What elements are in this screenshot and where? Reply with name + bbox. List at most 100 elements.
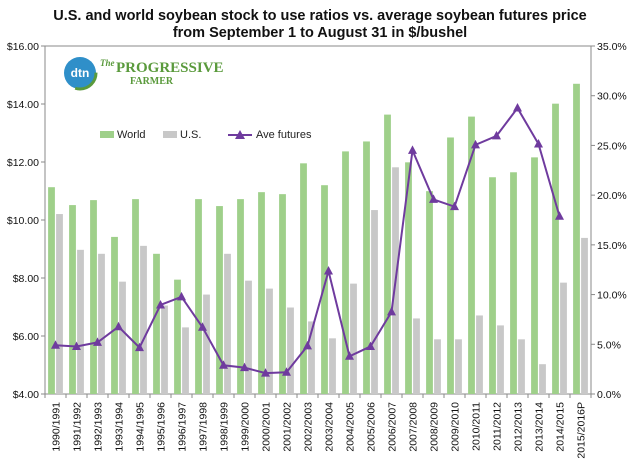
bar-us [287, 307, 294, 394]
right-axis-tick-label: 35.0% [597, 41, 627, 53]
futures-point [408, 145, 417, 154]
x-axis-tick-label: 2004/2005 [345, 402, 357, 452]
x-axis-tick-label: 2001/2002 [282, 402, 294, 452]
progressive-farmer-logo: dtn The PROGRESSIVE FARMER [62, 55, 224, 91]
bar-world [489, 177, 496, 394]
chart-subtitle: from September 1 to August 31 in $/bushe… [173, 25, 467, 41]
x-axis-tick-label: 1996/1997 [177, 402, 189, 452]
bar-us [476, 315, 483, 394]
bar-world [573, 83, 580, 394]
x-axis-tick-label: 2009/2010 [450, 402, 462, 452]
bar-us [119, 281, 126, 394]
chart-title: U.S. and world soybean stock to use rati… [53, 8, 586, 24]
futures-point [261, 368, 270, 377]
x-axis-tick-label: 2007/2008 [408, 402, 420, 452]
futures-point [387, 306, 396, 316]
legend: World U.S. Ave futures [100, 129, 312, 141]
x-axis-tick-label: 1994/1995 [135, 402, 147, 452]
bar-world [426, 191, 433, 394]
futures-point [471, 139, 480, 149]
axes [41, 45, 595, 398]
futures-point [114, 321, 123, 331]
futures-point [492, 130, 501, 140]
bar-world [69, 205, 76, 394]
x-axis-tick-label: 1995/1996 [156, 402, 168, 452]
x-axis-tick-label: 2010/2011 [471, 402, 483, 451]
bar-us [98, 253, 105, 394]
bar-us [56, 214, 63, 394]
futures-point [156, 299, 165, 309]
futures-point [513, 103, 522, 112]
futures-point [198, 322, 207, 331]
left-axis-tick-label: $4.00 [13, 389, 39, 401]
x-axis-tick-label: 2005/2006 [366, 402, 378, 452]
logo-farmer: FARMER [130, 76, 174, 87]
bar-us [455, 339, 462, 394]
bar-world [174, 279, 181, 394]
bar-world [405, 162, 412, 394]
x-axis-tick-label: 2002/2003 [303, 402, 315, 452]
bar-world [510, 172, 517, 394]
tick-labels: $4.00 $6.00 $8.00 $10.00 $12.00 $14.00 $16.00 0… [7, 41, 627, 459]
bar-world [48, 187, 55, 394]
x-axis-tick-label: 2012/2013 [513, 402, 525, 452]
x-axis-tick-label: 1990/1991 [51, 402, 63, 452]
legend-label-futures: Ave futures [256, 129, 312, 141]
bar-us [182, 327, 189, 394]
bar-us [518, 339, 525, 394]
futures-line-path [55, 106, 561, 375]
left-axis-tick-label: $12.00 [7, 157, 39, 169]
x-axis-tick-label: 1997/1998 [198, 402, 210, 452]
left-axis-tick-label: $14.00 [7, 99, 39, 111]
dtn-logo-text: dtn [71, 66, 90, 80]
x-axis-tick-label: 2008/2009 [429, 402, 441, 452]
bar-world [132, 199, 139, 394]
futures-point [240, 362, 249, 372]
x-axis-tick-label: 2015/2016P [576, 402, 588, 459]
left-axis-tick-label: $10.00 [7, 215, 39, 227]
bar-us [560, 282, 567, 394]
futures-point [282, 367, 291, 376]
x-axis-tick-label: 1992/1993 [93, 402, 105, 452]
bar-us [497, 325, 504, 394]
bar-us [224, 253, 231, 394]
futures-point [177, 291, 186, 301]
futures-line [51, 103, 564, 377]
futures-point [72, 341, 81, 350]
bar-us [539, 364, 546, 394]
futures-point [450, 201, 459, 211]
left-axis-tick-label: $6.00 [13, 331, 39, 343]
bar-us [581, 237, 588, 394]
x-axis-tick-label: 1998/1999 [219, 402, 231, 452]
bar-world [552, 103, 559, 394]
bar-world [111, 236, 118, 394]
futures-point [303, 340, 312, 350]
bar-us [161, 305, 168, 394]
legend-swatch-world [100, 131, 114, 138]
bar-world [153, 253, 160, 394]
legend-label-world: World [117, 129, 146, 141]
bar-world [342, 151, 349, 394]
bar-us [140, 245, 147, 394]
left-axis-tick-label: $8.00 [13, 273, 39, 285]
x-axis-tick-label: 1993/1994 [114, 402, 126, 452]
right-axis-tick-label: 5.0% [597, 339, 621, 351]
bar-world [447, 137, 454, 394]
bar-world [300, 163, 307, 394]
right-axis-tick-label: 10.0% [597, 290, 627, 302]
bar-world [384, 114, 391, 394]
futures-point [324, 266, 333, 275]
bar-us [413, 318, 420, 394]
legend-marker-futures [235, 130, 245, 139]
dtn-logo-ring [62, 55, 98, 91]
x-axis-tick-label: 1999/2000 [240, 402, 252, 452]
right-axis-tick-label: 25.0% [597, 140, 627, 152]
futures-point [219, 360, 228, 369]
x-axis-tick-label: 2014/2015 [555, 402, 567, 452]
legend-swatch-us [163, 131, 177, 138]
bar-world [321, 185, 328, 394]
plot-frame [44, 45, 592, 395]
bar-world [258, 192, 265, 394]
x-axis-tick-label: 2000/2001 [261, 402, 273, 452]
